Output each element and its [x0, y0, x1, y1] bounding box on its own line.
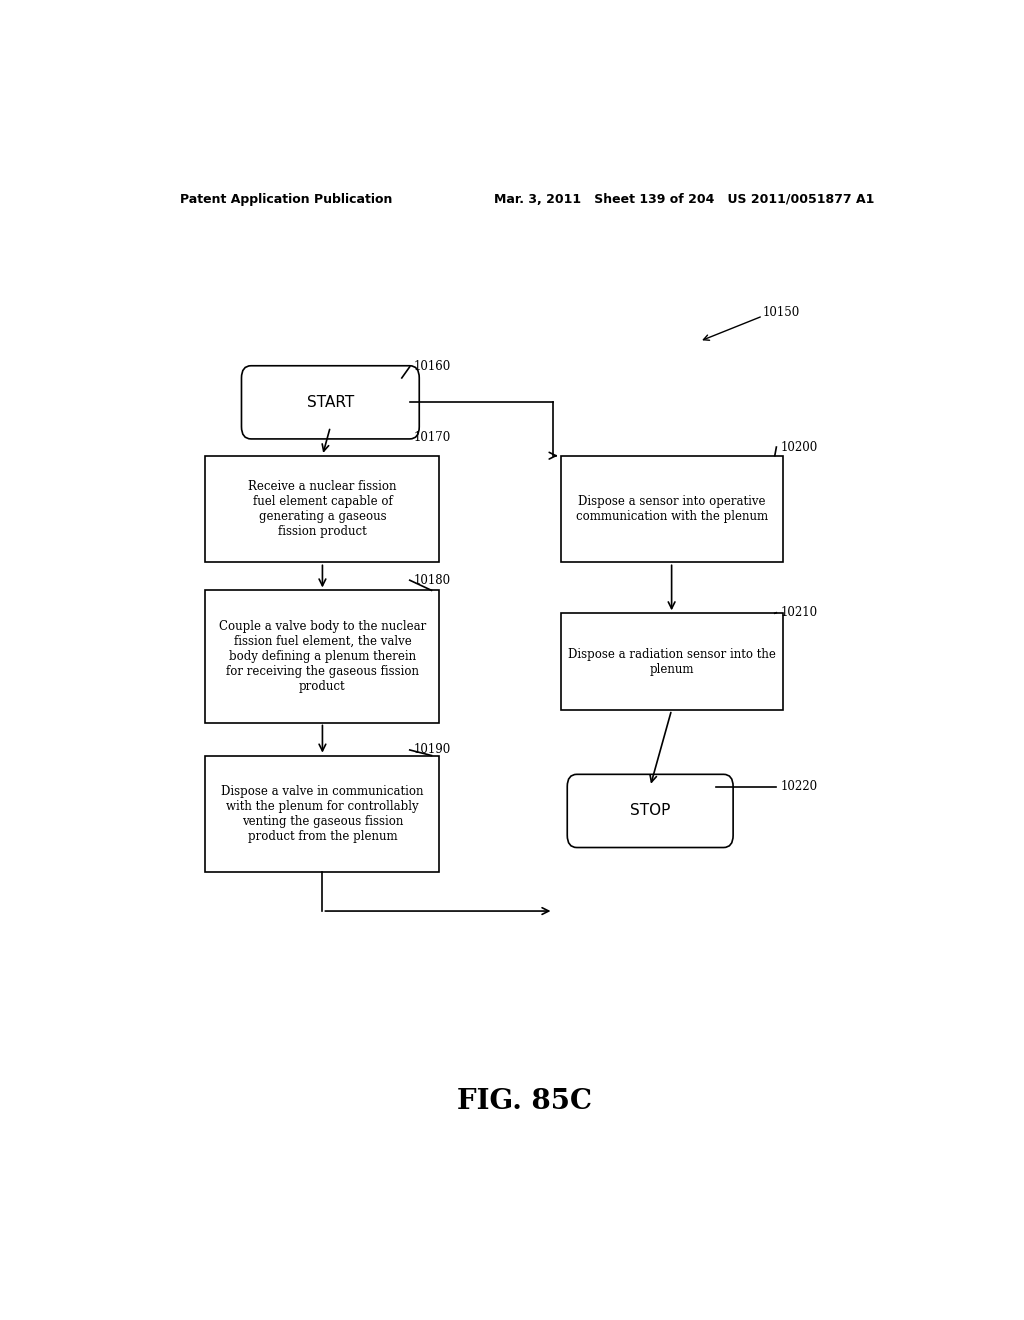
- Text: 10180: 10180: [414, 574, 451, 586]
- FancyBboxPatch shape: [242, 366, 419, 440]
- Bar: [560, 455, 782, 562]
- FancyBboxPatch shape: [567, 775, 733, 847]
- Text: Receive a nuclear fission
fuel element capable of
generating a gaseous
fission p: Receive a nuclear fission fuel element c…: [248, 480, 396, 539]
- Text: 10200: 10200: [780, 441, 817, 454]
- Text: 10170: 10170: [414, 432, 451, 445]
- Text: Dispose a sensor into operative
communication with the plenum: Dispose a sensor into operative communic…: [575, 495, 768, 523]
- Bar: [206, 455, 439, 562]
- Bar: [206, 755, 439, 873]
- Text: FIG. 85C: FIG. 85C: [458, 1088, 592, 1115]
- Text: STOP: STOP: [630, 804, 671, 818]
- Text: 10160: 10160: [414, 360, 451, 374]
- Text: 10210: 10210: [780, 606, 817, 619]
- Text: 10150: 10150: [763, 306, 800, 319]
- Text: 10190: 10190: [414, 743, 451, 756]
- Text: 10220: 10220: [780, 780, 817, 793]
- Bar: [560, 614, 782, 710]
- Text: Patent Application Publication: Patent Application Publication: [179, 193, 392, 206]
- Text: Mar. 3, 2011   Sheet 139 of 204   US 2011/0051877 A1: Mar. 3, 2011 Sheet 139 of 204 US 2011/00…: [494, 193, 873, 206]
- Text: START: START: [307, 395, 354, 409]
- Text: Dispose a radiation sensor into the
plenum: Dispose a radiation sensor into the plen…: [567, 648, 775, 676]
- Bar: [206, 590, 439, 722]
- Text: Couple a valve body to the nuclear
fission fuel element, the valve
body defining: Couple a valve body to the nuclear fissi…: [219, 620, 426, 693]
- Text: Dispose a valve in communication
with the plenum for controllably
venting the ga: Dispose a valve in communication with th…: [221, 785, 424, 843]
